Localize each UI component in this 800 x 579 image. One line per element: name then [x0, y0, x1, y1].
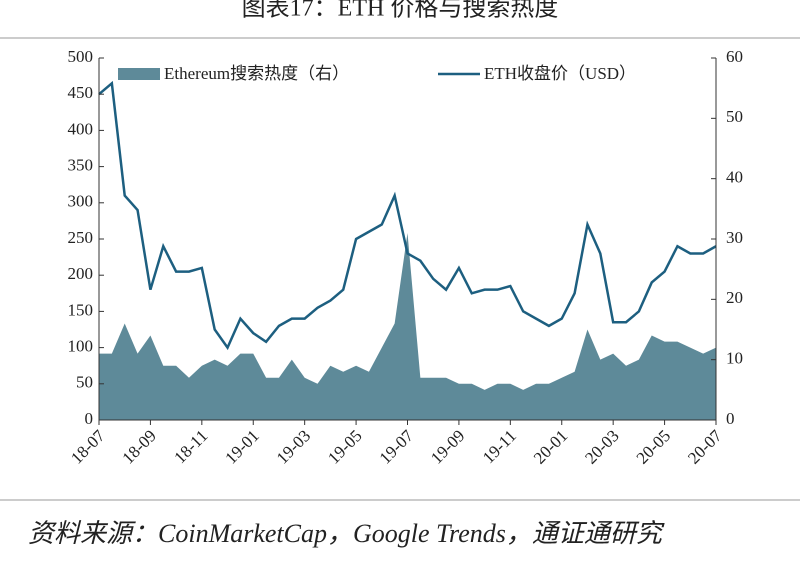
y2-tick-label: 60 — [726, 47, 743, 66]
y2-tick-label: 50 — [726, 107, 743, 126]
y-tick-label: 0 — [85, 409, 94, 428]
x-tick-label: 20-03 — [581, 426, 622, 467]
chart-title: 图表17：ETH 价格与搜索热度 — [242, 0, 559, 22]
x-tick-label: 20-01 — [530, 426, 571, 467]
x-tick-label: 18-07 — [67, 426, 109, 468]
y-tick-label: 400 — [68, 119, 94, 138]
y-tick-label: 350 — [68, 156, 94, 175]
y2-tick-label: 0 — [726, 409, 735, 428]
y2-tick-label: 30 — [726, 228, 743, 247]
x-tick-label: 18-11 — [170, 426, 211, 467]
y-tick-label: 450 — [68, 83, 94, 102]
x-tick-label: 19-01 — [221, 426, 262, 467]
y-tick-label: 100 — [68, 337, 94, 356]
source-note: 资料来源：CoinMarketCap，Google Trends，通证通研究 — [28, 519, 662, 548]
x-tick-label: 19-03 — [273, 426, 314, 467]
x-tick-label: 20-05 — [633, 426, 674, 467]
chart: 图表17：ETH 价格与搜索热度 05010015020025030035040… — [0, 0, 800, 501]
legend-label: Ethereum搜索热度（右） — [164, 64, 349, 83]
search-area — [99, 232, 716, 420]
x-tick-label: 19-09 — [427, 426, 468, 467]
legend-swatch — [118, 68, 160, 80]
price-line — [98, 80, 717, 351]
y-tick-label: 500 — [68, 47, 94, 66]
y2-tick-label: 20 — [726, 288, 743, 307]
y-tick-label: 50 — [76, 373, 93, 392]
x-tick-label: 20-07 — [684, 426, 726, 468]
y2-tick-label: 10 — [726, 349, 743, 368]
legend-label: ETH收盘价（USD） — [484, 64, 636, 83]
y-tick-label: 150 — [68, 300, 94, 319]
y2-tick-label: 40 — [726, 168, 743, 187]
x-tick-label: 19-05 — [324, 426, 365, 467]
x-tick-label: 19-07 — [376, 426, 418, 468]
x-tick-label: 19-11 — [479, 426, 520, 467]
y-tick-label: 250 — [68, 228, 94, 247]
x-tick-label: 18-09 — [119, 426, 160, 467]
y-tick-label: 300 — [68, 192, 94, 211]
y-tick-label: 200 — [68, 264, 94, 283]
